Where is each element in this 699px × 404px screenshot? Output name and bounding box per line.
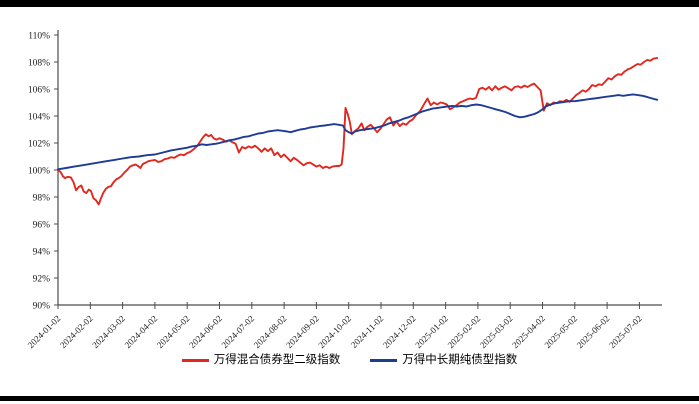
y-axis-tick-label: 108%: [28, 59, 50, 69]
y-axis-tick-label: 98%: [33, 194, 51, 204]
y-axis-tick-label: 110%: [28, 32, 50, 42]
x-axis-tick-label: 2024-04-02: [123, 313, 160, 350]
x-axis-tick-label: 2025-05-02: [542, 313, 579, 350]
red-line-swatch-icon: [181, 358, 209, 362]
x-axis-tick-label: 2024-01-02: [26, 313, 63, 350]
x-axis-tick-label: 2024-05-02: [155, 313, 192, 350]
y-axis-tick-label: 102%: [28, 140, 50, 150]
legend-label-mixed-bond-index: 万得混合债券型二级指数: [213, 354, 341, 366]
blue-line-swatch-icon: [370, 358, 398, 362]
x-axis-tick-label: 2024-07-02: [219, 313, 256, 350]
y-axis-tick-label: 104%: [28, 113, 50, 123]
y-axis-tick-label: 90%: [33, 302, 51, 312]
legend-item-pure-bond-index: 万得中长期纯债型指数: [370, 353, 517, 367]
x-axis-tick-label: 2025-04-02: [510, 313, 547, 350]
y-axis-tick-label: 96%: [33, 221, 51, 231]
y-axis-tick-label: 100%: [28, 167, 50, 177]
x-axis-tick-label: 2025-06-02: [575, 313, 612, 350]
x-axis-tick-label: 2024-12-02: [381, 313, 418, 350]
y-axis-tick-label: 94%: [33, 248, 51, 258]
x-axis-tick-label: 2024-02-02: [58, 313, 95, 350]
x-axis-tick-label: 2025-01-02: [413, 313, 450, 350]
x-axis-tick-label: 2024-03-02: [90, 313, 127, 350]
x-axis-tick-label: 2024-10-02: [316, 313, 353, 350]
x-axis-tick-label: 2025-03-02: [478, 313, 515, 350]
medium-long-term-pure-bond-index-line: [57, 93, 659, 171]
legend-label-pure-bond-index: 万得中长期纯债型指数: [402, 354, 518, 366]
x-axis-tick-label: 2024-09-02: [284, 313, 321, 350]
x-axis-tick-label: 2025-07-02: [607, 313, 644, 350]
chart-legend: 万得混合债券型二级指数 万得中长期纯债型指数: [0, 353, 699, 367]
legend-item-mixed-bond-index: 万得混合债券型二级指数: [181, 353, 341, 367]
y-axis-tick-label: 92%: [33, 275, 51, 285]
y-axis-tick-label: 106%: [28, 86, 50, 96]
bottom-divider: [0, 396, 699, 401]
x-axis-tick-label: 2025-02-02: [446, 313, 483, 350]
x-axis-tick-label: 2024-08-02: [252, 313, 289, 350]
x-axis-tick-label: 2024-11-02: [349, 313, 386, 350]
top-divider: [0, 0, 699, 7]
x-axis-tick-label: 2024-06-02: [187, 313, 224, 350]
